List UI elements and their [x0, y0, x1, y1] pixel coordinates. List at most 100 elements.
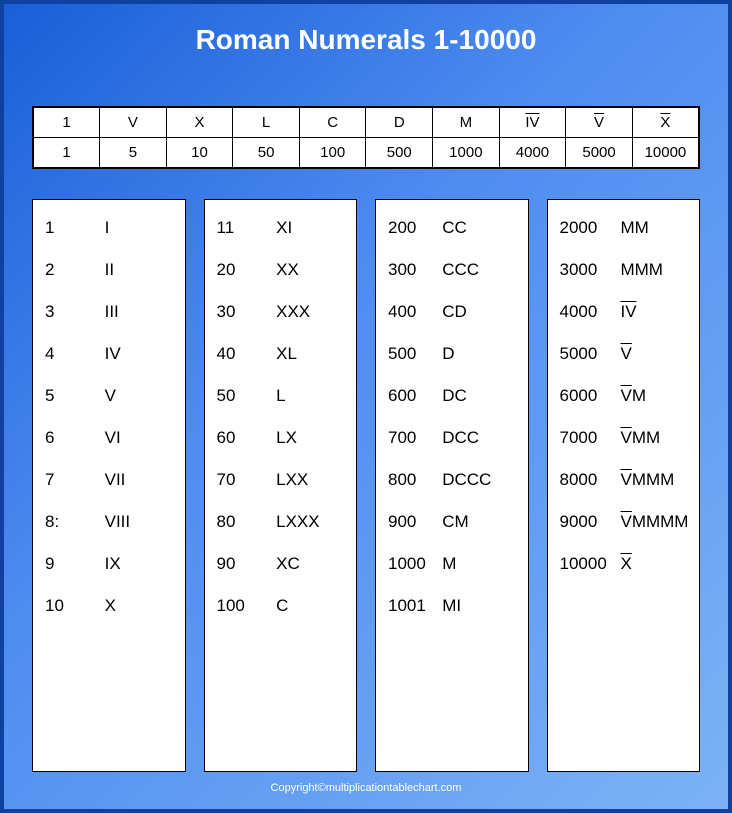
- roman-cell: MM: [616, 218, 691, 238]
- number-cell: 800: [384, 470, 438, 490]
- roman-cell: M: [438, 554, 519, 574]
- header-number-cell: 1: [33, 138, 100, 169]
- number-cell: 90: [213, 554, 273, 574]
- roman-cell: VIII: [101, 512, 177, 532]
- table-row: 2II: [41, 260, 177, 280]
- table-row: 6VI: [41, 428, 177, 448]
- table-row: 100C: [213, 596, 349, 616]
- data-column-2: 11XI20XX30XXX40XL50L60LX70LXX80LXXX90XC1…: [204, 199, 358, 772]
- number-cell: 11: [213, 218, 273, 238]
- header-legend-table: 1VXLCDMIVVX 1510501005001000400050001000…: [32, 106, 700, 169]
- table-row: 600DC: [384, 386, 520, 406]
- number-cell: 30: [213, 302, 273, 322]
- roman-cell: V: [101, 386, 177, 406]
- number-cell: 4: [41, 344, 101, 364]
- data-columns: 1I2II3III4IV5V6VI7VII8:VIII9IX10X 11XI20…: [32, 199, 700, 772]
- roman-cell: LX: [272, 428, 348, 448]
- table-row: 5000V: [556, 344, 692, 364]
- number-cell: 40: [213, 344, 273, 364]
- table-row: 1001MI: [384, 596, 520, 616]
- page-title: Roman Numerals 1-10000: [32, 24, 700, 56]
- header-roman-cell: X: [632, 107, 699, 138]
- roman-cell: XX: [272, 260, 348, 280]
- header-number-cell: 5000: [566, 138, 633, 169]
- roman-cell: D: [438, 344, 519, 364]
- number-cell: 7000: [556, 428, 617, 448]
- number-cell: 10: [41, 596, 101, 616]
- table-row: 1000M: [384, 554, 520, 574]
- copyright-text: Copyright©multiplicationtablechart.com: [32, 782, 700, 794]
- roman-cell: MMM: [616, 260, 691, 280]
- number-cell: 600: [384, 386, 438, 406]
- number-cell: 3: [41, 302, 101, 322]
- number-cell: 6: [41, 428, 101, 448]
- header-roman-cell: IV: [499, 107, 566, 138]
- number-cell: 9: [41, 554, 101, 574]
- table-row: 300CCC: [384, 260, 520, 280]
- roman-cell: I: [101, 218, 177, 238]
- roman-cell: DCC: [438, 428, 519, 448]
- number-cell: 80: [213, 512, 273, 532]
- header-roman-cell: V: [100, 107, 167, 138]
- table-row: 3III: [41, 302, 177, 322]
- number-cell: 50: [213, 386, 273, 406]
- table-row: 60LX: [213, 428, 349, 448]
- number-cell: 3000: [556, 260, 617, 280]
- roman-cell: C: [272, 596, 348, 616]
- table-row: 700DCC: [384, 428, 520, 448]
- table-row: 500D: [384, 344, 520, 364]
- data-column-3: 200CC300CCC400CD500D600DC700DCC800DCCC90…: [375, 199, 529, 772]
- roman-cell: XC: [272, 554, 348, 574]
- header-number-cell: 100: [299, 138, 366, 169]
- header-roman-cell: 1: [33, 107, 100, 138]
- roman-cell: XI: [272, 218, 348, 238]
- table-row: 1I: [41, 218, 177, 238]
- table-row: 200CC: [384, 218, 520, 238]
- table-row: 9IX: [41, 554, 177, 574]
- roman-cell: CM: [438, 512, 519, 532]
- table-row: 80LXXX: [213, 512, 349, 532]
- table-row: 6000VM: [556, 386, 692, 406]
- table-row: 5V: [41, 386, 177, 406]
- table-row: 70LXX: [213, 470, 349, 490]
- number-cell: 9000: [556, 512, 617, 532]
- roman-cell: IV: [616, 302, 691, 322]
- roman-cell: VMMM: [616, 470, 691, 490]
- roman-cell: IV: [101, 344, 177, 364]
- roman-cell: VM: [616, 386, 691, 406]
- number-cell: 1: [41, 218, 101, 238]
- roman-cell: V: [616, 344, 691, 364]
- roman-cell: VMMMM: [616, 512, 691, 532]
- table-row: 40XL: [213, 344, 349, 364]
- roman-cell: X: [616, 554, 691, 574]
- data-column-4: 2000MM3000MMM4000IV5000V6000VM7000VMM800…: [547, 199, 701, 772]
- number-cell: 10000: [556, 554, 617, 574]
- header-number-cell: 4000: [499, 138, 566, 169]
- roman-cell: CCC: [438, 260, 519, 280]
- table-row: 10000X: [556, 554, 692, 574]
- number-cell: 400: [384, 302, 438, 322]
- table-row: 4000IV: [556, 302, 692, 322]
- number-cell: 8:: [41, 512, 101, 532]
- main-container: Roman Numerals 1-10000 1VXLCDMIVVX 15105…: [0, 0, 732, 813]
- table-row: 8000VMMM: [556, 470, 692, 490]
- number-cell: 60: [213, 428, 273, 448]
- number-cell: 5000: [556, 344, 617, 364]
- header-number-cell: 1000: [433, 138, 500, 169]
- number-cell: 7: [41, 470, 101, 490]
- roman-cell: DC: [438, 386, 519, 406]
- table-row: 30XXX: [213, 302, 349, 322]
- header-roman-cell: L: [233, 107, 300, 138]
- number-cell: 5: [41, 386, 101, 406]
- roman-cell: XL: [272, 344, 348, 364]
- roman-cell: VI: [101, 428, 177, 448]
- table-row: 900CM: [384, 512, 520, 532]
- header-number-cell: 10: [166, 138, 233, 169]
- number-cell: 2: [41, 260, 101, 280]
- header-roman-cell: C: [299, 107, 366, 138]
- roman-cell: DCCC: [438, 470, 519, 490]
- roman-cell: CC: [438, 218, 519, 238]
- number-cell: 500: [384, 344, 438, 364]
- roman-cell: MI: [438, 596, 519, 616]
- header-number-cell: 50: [233, 138, 300, 169]
